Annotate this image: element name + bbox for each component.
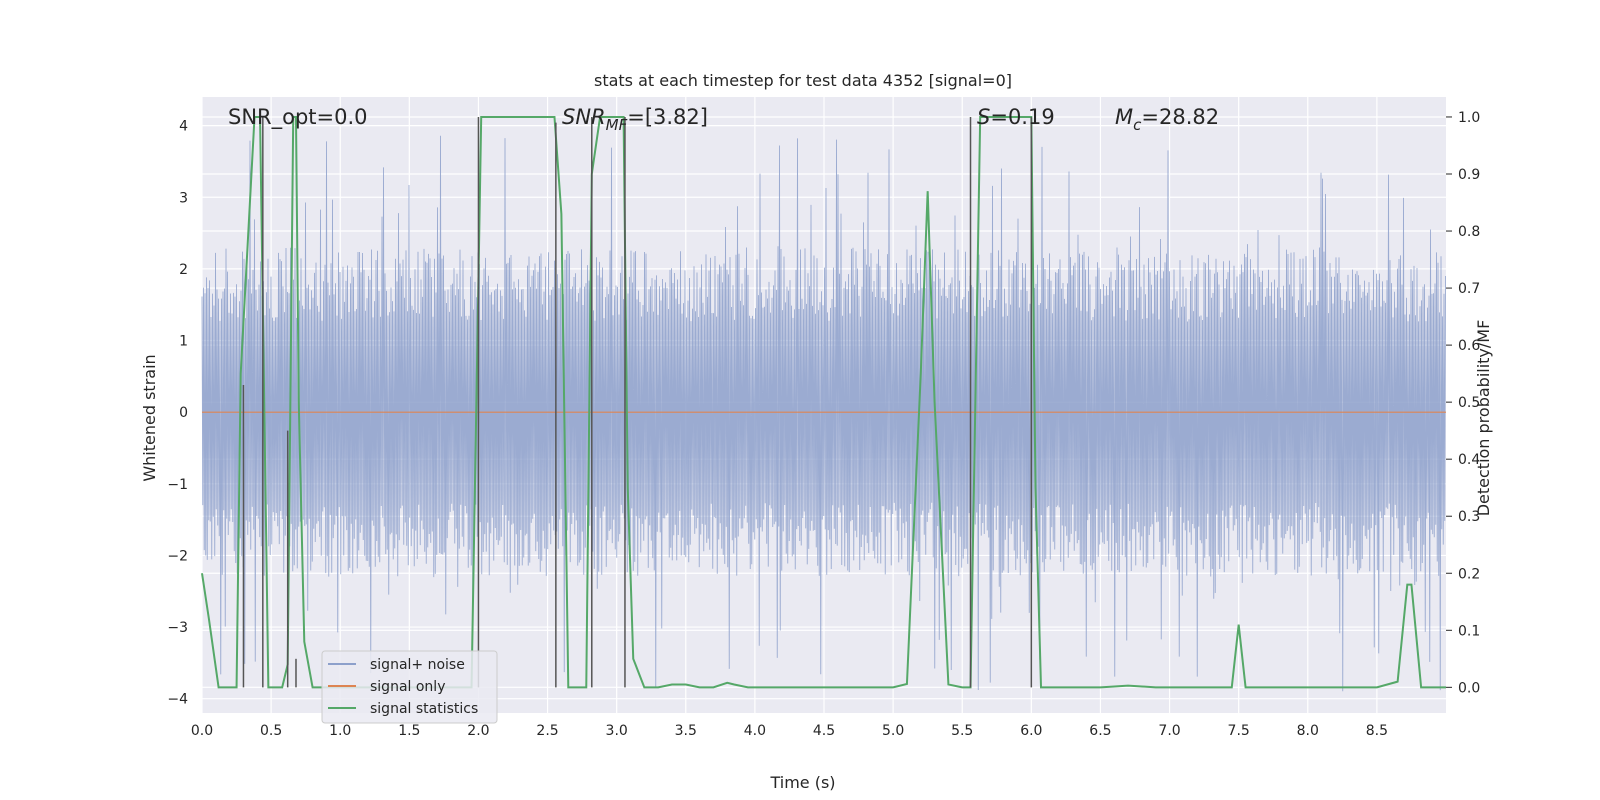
x-axis-label: Time (s) bbox=[769, 773, 835, 792]
annotation-s: S=0.19 bbox=[977, 105, 1055, 129]
y-axis-label: Whitened strain bbox=[140, 354, 159, 481]
annotation-mc: Mc=28.82 bbox=[1115, 105, 1219, 134]
annotation-snr-mf: SNRMF=[3.82] bbox=[562, 105, 708, 134]
y-right-axis-label: Detection probability/MF bbox=[1474, 320, 1493, 517]
annotation-mc-main: M bbox=[1115, 105, 1133, 129]
annotation-mc-sub: c bbox=[1133, 116, 1142, 134]
x-tick-label: 6.0 bbox=[1020, 723, 1042, 739]
y-right-tick-label: 0.5 bbox=[1458, 395, 1480, 411]
legend-box bbox=[321, 650, 498, 724]
stats-series-line bbox=[201, 115, 1446, 689]
x-tick-label: 5.0 bbox=[882, 723, 904, 739]
annotation-snr-mf-main: SNR bbox=[562, 105, 606, 129]
y-tick-label: 2 bbox=[179, 262, 188, 278]
legend-label-noise: signal+ noise bbox=[370, 657, 465, 673]
y-tick-label: 1 bbox=[179, 334, 188, 350]
x-tick-label: 6.5 bbox=[1089, 723, 1111, 739]
noise-series-line bbox=[201, 135, 1446, 692]
y-tick-label: 3 bbox=[179, 190, 188, 206]
annotation-snr-mf-value: =[3.82] bbox=[627, 105, 708, 129]
y-tick-label: 0 bbox=[179, 405, 188, 421]
y-tick-label: −1 bbox=[167, 477, 188, 493]
y-right-tick-label: 0.3 bbox=[1458, 509, 1480, 525]
y-right-tick-label: 0.9 bbox=[1458, 167, 1480, 183]
y-right-tick-label: 0.1 bbox=[1458, 623, 1480, 639]
x-tick-label: 8.5 bbox=[1366, 723, 1388, 739]
y-right-tick-label: 0.8 bbox=[1458, 224, 1480, 240]
y-right-tick-label: 0.4 bbox=[1458, 452, 1480, 468]
x-tick-label: 3.0 bbox=[606, 723, 628, 739]
annotation-mc-value: =28.82 bbox=[1141, 105, 1219, 129]
x-tick-label: 3.5 bbox=[675, 723, 697, 739]
x-tick-label: 2.0 bbox=[467, 723, 489, 739]
annotation-snr-opt: SNR_opt=0.0 bbox=[228, 105, 368, 130]
x-tick-label: 1.0 bbox=[329, 723, 351, 739]
x-tick-label: 4.0 bbox=[744, 723, 766, 739]
annotation-s-value: =0.19 bbox=[990, 105, 1054, 129]
chart-title: stats at each timestep for test data 435… bbox=[594, 71, 1012, 90]
y-tick-label: −2 bbox=[167, 548, 188, 564]
x-tick-label: 2.5 bbox=[536, 723, 558, 739]
x-tick-label: 4.5 bbox=[813, 723, 835, 739]
x-tick-label: 0.5 bbox=[260, 723, 282, 739]
x-tick-label: 7.0 bbox=[1158, 723, 1180, 739]
y-right-tick-label: 0.6 bbox=[1458, 338, 1480, 354]
y-tick-label: −4 bbox=[167, 692, 188, 708]
y-tick-label: −3 bbox=[167, 620, 188, 636]
legend-label-stats: signal statistics bbox=[370, 701, 478, 717]
y-tick-label: 4 bbox=[179, 119, 188, 135]
legend: signal+ noise signal only signal statist… bbox=[321, 650, 498, 724]
x-tick-label: 7.5 bbox=[1228, 723, 1250, 739]
x-tick-label: 5.5 bbox=[951, 723, 973, 739]
legend-label-signal: signal only bbox=[370, 679, 445, 695]
annotation-s-main: S bbox=[977, 105, 990, 129]
x-tick-label: 8.0 bbox=[1297, 723, 1319, 739]
y-right-tick-label: 1.0 bbox=[1458, 110, 1480, 126]
y-right-tick-label: 0.0 bbox=[1458, 680, 1480, 696]
x-tick-label: 1.5 bbox=[398, 723, 420, 739]
annotation-snr-mf-sub: MF bbox=[606, 116, 628, 134]
y-right-tick-label: 0.7 bbox=[1458, 281, 1480, 297]
x-tick-label: 0.0 bbox=[191, 723, 213, 739]
y-right-tick-label: 0.2 bbox=[1458, 566, 1480, 582]
